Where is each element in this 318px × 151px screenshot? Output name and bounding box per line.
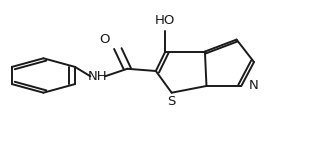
Text: O: O — [100, 33, 110, 46]
Text: NH: NH — [87, 71, 107, 84]
Text: S: S — [168, 95, 176, 108]
Text: HO: HO — [155, 14, 176, 27]
Text: N: N — [249, 79, 259, 92]
